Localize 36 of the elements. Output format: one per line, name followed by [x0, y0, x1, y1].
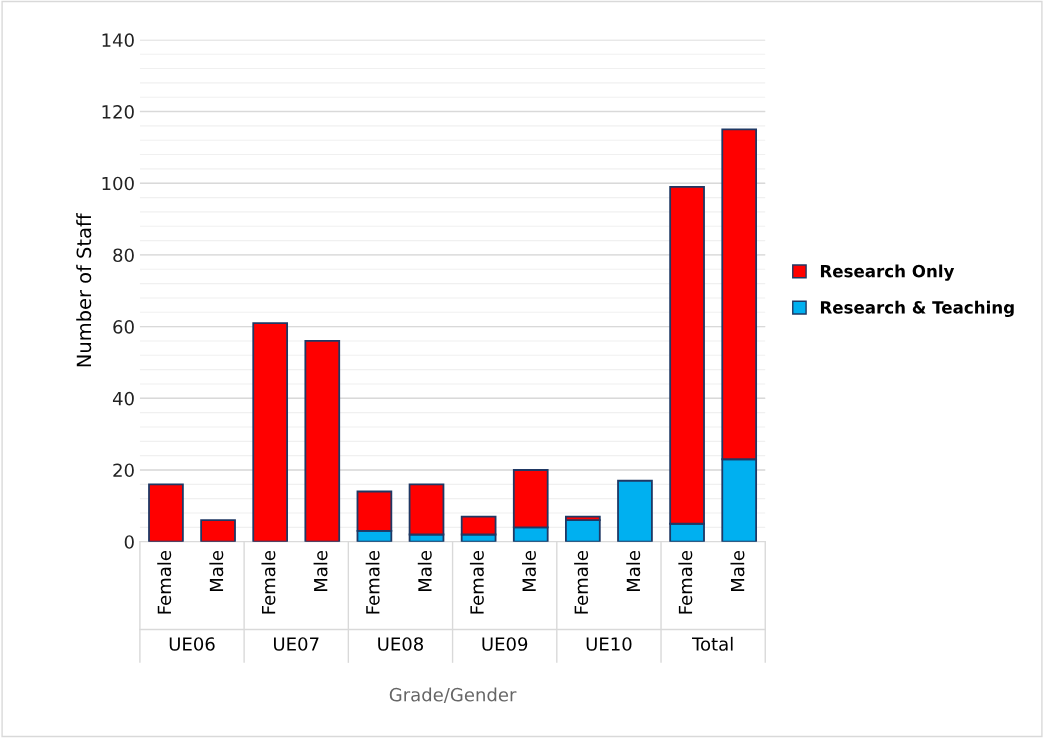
legend-label: Research Only — [820, 264, 955, 281]
x-tick-label: Male — [730, 550, 745, 592]
y-tick-label: 0 — [124, 535, 134, 549]
legend-label: Research & Teaching — [820, 300, 1014, 318]
x-tick-label: Male — [209, 550, 224, 592]
x-tick-label: Female — [261, 550, 276, 614]
y-tick-label: 80 — [113, 248, 134, 263]
x-tick-label: Male — [522, 550, 536, 592]
y-tick-label: 40 — [112, 391, 134, 406]
x-tick-label: Female — [157, 550, 172, 614]
x-tick-label: Female — [365, 550, 380, 614]
text: UE09 — [482, 637, 528, 651]
y-tick-label: 60 — [113, 320, 134, 334]
y-axis-title: Number of Staff — [76, 213, 92, 367]
y-tick-label: 120 — [102, 105, 134, 119]
text: UE08 — [378, 637, 424, 651]
y-tick-label: 20 — [113, 463, 134, 478]
bar — [252, 322, 289, 542]
bar — [200, 519, 236, 542]
x-axis-title: Grade/Gender — [389, 687, 517, 703]
bar — [617, 479, 653, 542]
text: UE07 — [274, 637, 319, 651]
x-tick-label: Female — [469, 550, 484, 614]
x-tick-label: Female — [574, 550, 589, 614]
bar — [304, 340, 341, 542]
bar — [148, 483, 184, 542]
text: UE06 — [169, 637, 215, 651]
y-tick-label: 140 — [102, 33, 134, 47]
x-tick-label: Female — [678, 550, 693, 614]
x-tick-label: Male — [417, 550, 432, 592]
text: Total — [692, 636, 733, 651]
text: UE10 — [586, 637, 632, 651]
x-tick-label: Male — [313, 550, 328, 592]
y-tick-label: 100 — [102, 176, 134, 191]
x-tick-label: Male — [626, 550, 641, 592]
bar — [565, 519, 601, 542]
